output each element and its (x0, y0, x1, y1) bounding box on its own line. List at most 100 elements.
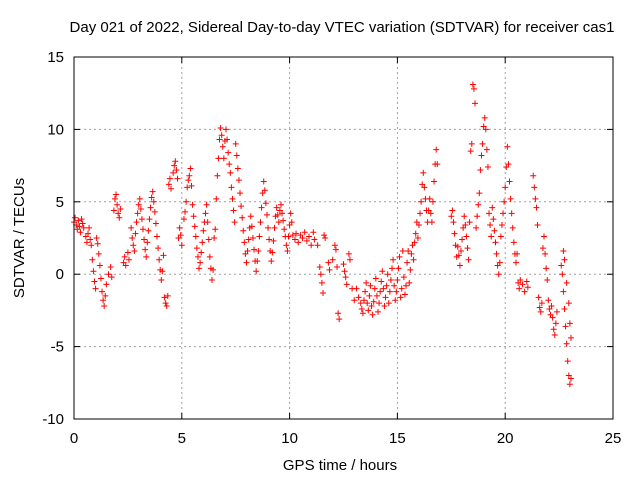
data-point (77, 229, 84, 236)
data-point (340, 261, 347, 268)
data-point (421, 184, 428, 191)
data-point (208, 276, 215, 283)
data-point (178, 242, 185, 249)
data-point (151, 208, 158, 215)
data-point (150, 198, 157, 205)
data-point (517, 276, 524, 283)
data-point (412, 230, 419, 237)
data-point (134, 210, 141, 217)
data-point (551, 332, 558, 339)
data-point (217, 124, 224, 131)
data-point (497, 233, 504, 240)
data-point (213, 195, 220, 202)
data-point (76, 223, 83, 230)
data-point (358, 305, 365, 312)
data-point (370, 298, 377, 305)
data-point (353, 285, 360, 292)
data-point (185, 177, 192, 184)
data-point (455, 252, 462, 259)
data-point (143, 253, 150, 260)
data-point (343, 281, 350, 288)
data-point (558, 262, 565, 269)
data-point (521, 288, 528, 295)
data-point (142, 246, 149, 253)
data-point (537, 308, 544, 315)
data-point (97, 275, 104, 282)
data-point (281, 226, 288, 233)
data-point (512, 259, 519, 266)
grid-lines (74, 57, 613, 419)
data-point (193, 245, 200, 252)
data-point (505, 161, 512, 168)
data-point (311, 236, 318, 243)
data-point (357, 300, 364, 307)
data-point (212, 226, 219, 233)
data-point (197, 259, 204, 266)
data-point (342, 274, 349, 281)
data-point (139, 226, 146, 233)
data-point (225, 149, 232, 156)
data-point (254, 258, 261, 265)
data-point (519, 281, 526, 288)
data-point (332, 246, 339, 253)
data-point (486, 210, 493, 217)
data-point (374, 308, 381, 315)
data-point (218, 132, 225, 139)
data-point (105, 271, 112, 278)
data-point (258, 204, 265, 211)
data-point (222, 126, 229, 133)
data-point (390, 256, 397, 263)
data-point (121, 253, 128, 260)
chart-title: Day 021 of 2022, Sidereal Day-to-day VTE… (70, 19, 615, 36)
data-point (176, 224, 183, 231)
data-point (410, 256, 417, 263)
data-point (191, 223, 198, 230)
data-point (417, 210, 424, 217)
data-point (299, 235, 306, 241)
data-point (326, 266, 333, 273)
data-point (456, 262, 463, 269)
x-tick-label: 20 (497, 430, 514, 447)
data-point (226, 161, 233, 168)
data-point (426, 195, 433, 202)
x-tick-label: 5 (178, 430, 186, 447)
data-point (72, 214, 79, 221)
data-point (99, 288, 106, 295)
data-point (496, 259, 503, 266)
data-point (78, 216, 85, 223)
data-point (314, 242, 321, 249)
data-point (364, 300, 371, 307)
plot-border (73, 56, 614, 420)
data-point (211, 235, 218, 241)
data-point (542, 250, 549, 257)
data-point (261, 187, 268, 194)
data-point (172, 158, 179, 165)
data-point (450, 219, 457, 226)
data-point (500, 210, 507, 217)
data-point (85, 230, 92, 237)
data-point (470, 85, 477, 92)
data-point (488, 233, 495, 240)
data-point (367, 282, 374, 289)
data-point (434, 161, 441, 168)
data-point (318, 279, 325, 286)
data-point (111, 195, 118, 202)
data-point (467, 148, 474, 155)
data-point (135, 201, 142, 208)
data-point (268, 258, 275, 265)
data-point (269, 249, 276, 256)
data-point (479, 140, 486, 147)
data-point (174, 175, 181, 182)
data-point (171, 162, 178, 169)
data-point (229, 195, 236, 202)
data-point (189, 201, 196, 208)
data-point (532, 195, 539, 202)
data-point (275, 219, 282, 226)
data-point (393, 288, 400, 295)
data-point (378, 278, 385, 285)
data-point (493, 250, 500, 257)
data-points (71, 81, 574, 388)
data-point (429, 198, 436, 205)
data-point (170, 169, 177, 176)
